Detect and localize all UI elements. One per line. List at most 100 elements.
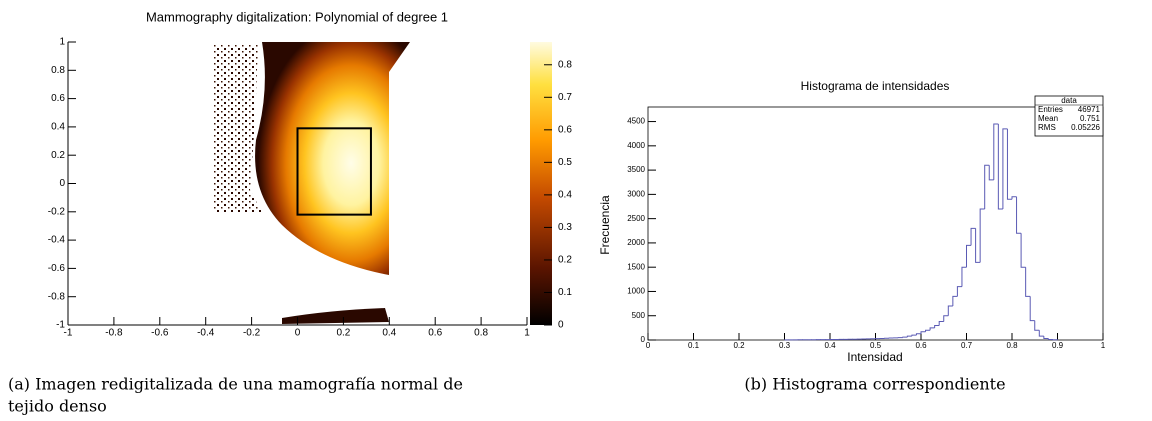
colorbar-tick-label: 0.5: [558, 157, 572, 168]
stats-box: [1034, 95, 1104, 137]
histogram-bin: [1025, 267, 1031, 297]
y-tick-label: 4500: [627, 117, 645, 126]
stats-value: 0.751: [1080, 114, 1101, 123]
roi-box: [296, 127, 372, 216]
histogram-bin: [952, 295, 958, 307]
histogram-bin: [997, 123, 1003, 210]
histogram-bin: [943, 315, 949, 322]
caption: tejido denso: [8, 397, 107, 416]
x-tick-label: 0.6: [915, 341, 927, 350]
y-tick-label: 0.6: [51, 93, 65, 104]
stats-value: 0.05226: [1071, 123, 1100, 132]
x-tick-label: 1: [1101, 341, 1106, 350]
x-tick-label: -0.2: [243, 328, 261, 339]
histogram-bin: [961, 266, 967, 287]
histogram-bin: [975, 228, 981, 263]
y-tick-label: -0.8: [48, 291, 66, 302]
histogram-bin: [970, 227, 976, 246]
histogram-bin: [1011, 196, 1017, 200]
y-tick-label: -0.4: [48, 235, 66, 246]
x-tick-label: 0.4: [824, 341, 836, 350]
histogram-bin: [1029, 296, 1035, 322]
histogram-bin: [1016, 196, 1022, 234]
x-tick-label: 0: [295, 328, 301, 339]
speckle-region: [212, 45, 262, 212]
x-tick-label: 0.6: [428, 328, 442, 339]
x-tick-label: 0.1: [688, 341, 700, 350]
x-tick-label: 0.3: [779, 341, 791, 350]
y-tick-label: 0.8: [51, 65, 65, 76]
colorbar-tick-label: 0.2: [558, 255, 572, 266]
histogram-bin: [1020, 233, 1026, 268]
histogram-bin: [1038, 330, 1044, 337]
colorbar-tick-label: 0.1: [558, 287, 572, 298]
histogram-bin: [988, 165, 994, 181]
histogram-bin: [1002, 128, 1008, 209]
caption: (a) Imagen redigitalizada de una mamogra…: [8, 375, 463, 394]
histogram-bin: [979, 208, 985, 263]
stats-label: RMS: [1038, 123, 1056, 132]
x-tick-label: -0.8: [105, 328, 123, 339]
histogram-bin: [1006, 128, 1012, 200]
y-tick-label: -1: [56, 320, 65, 331]
y-tick-label: 0.2: [51, 150, 65, 161]
bottom-strip: [282, 308, 389, 324]
histogram-bin: [938, 321, 944, 326]
x-tick-label: 0.2: [336, 328, 350, 339]
histogram-bin: [1034, 320, 1040, 331]
y-tick-label: 1500: [627, 262, 645, 271]
chart-title: Mammography digitalization: Polynomial o…: [146, 9, 448, 24]
x-tick-label: 0.8: [1006, 341, 1018, 350]
colorbar-tick-label: 0.3: [558, 222, 572, 233]
chart-title: Histograma de intensidades: [801, 79, 950, 93]
y-tick-label: -0.2: [48, 206, 66, 217]
y-tick-label: 0: [59, 178, 65, 189]
stats-title: data: [1061, 96, 1077, 105]
histogram-bin: [947, 305, 953, 316]
colorbar-tick-label: 0: [558, 320, 564, 331]
y-tick-label: 2000: [627, 238, 645, 247]
histogram-bin: [920, 331, 926, 334]
histogram-bin: [906, 335, 912, 338]
colorbar: [530, 42, 552, 325]
y-tick-label: 1: [59, 37, 65, 48]
x-tick-label: 0.2: [733, 341, 745, 350]
plot-frame: [647, 106, 1104, 341]
x-tick-label: 0: [646, 341, 651, 350]
histogram-bin: [929, 327, 935, 331]
histogram-bin: [1047, 338, 1053, 341]
y-tick-label: -0.6: [48, 263, 66, 274]
x-tick-label: -0.6: [151, 328, 169, 339]
x-tick-label: 1: [524, 328, 530, 339]
y-tick-label: 1000: [627, 287, 645, 296]
x-tick-label: 0.7: [961, 341, 973, 350]
y-tick-label: 0: [641, 335, 646, 344]
x-tick-label: 0.8: [474, 328, 488, 339]
histogram-bin: [993, 123, 999, 180]
x-tick-label: 0.5: [870, 341, 882, 350]
colorbar-tick-label: 0.4: [558, 190, 572, 201]
histogram-bin: [956, 286, 962, 297]
colorbar-tick-label: 0.8: [558, 59, 572, 70]
y-tick-label: 2500: [627, 214, 645, 223]
stats-label: Mean: [1038, 114, 1058, 123]
y-tick-label: 4000: [627, 141, 645, 150]
x-tick-label: 0.9: [1052, 341, 1064, 350]
caption: (b) Histograma correspondiente: [744, 375, 1005, 394]
x-tick-label: -0.4: [197, 328, 215, 339]
colorbar-tick-label: 0.7: [558, 92, 572, 103]
histogram-bin: [984, 164, 990, 209]
histogram-bin: [934, 324, 940, 328]
x-tick-label: -1: [64, 328, 73, 339]
colorbar-tick-label: 0.6: [558, 124, 572, 135]
histogram-bin: [966, 244, 972, 268]
stats-value: 46971: [1078, 105, 1101, 114]
mammogram-image: [212, 42, 410, 324]
histogram-bin: [1043, 336, 1049, 340]
y-tick-label: 3500: [627, 165, 645, 174]
histogram-bin: [911, 334, 917, 337]
stats-label: Entries: [1038, 105, 1063, 114]
tissue-region: [255, 42, 410, 275]
